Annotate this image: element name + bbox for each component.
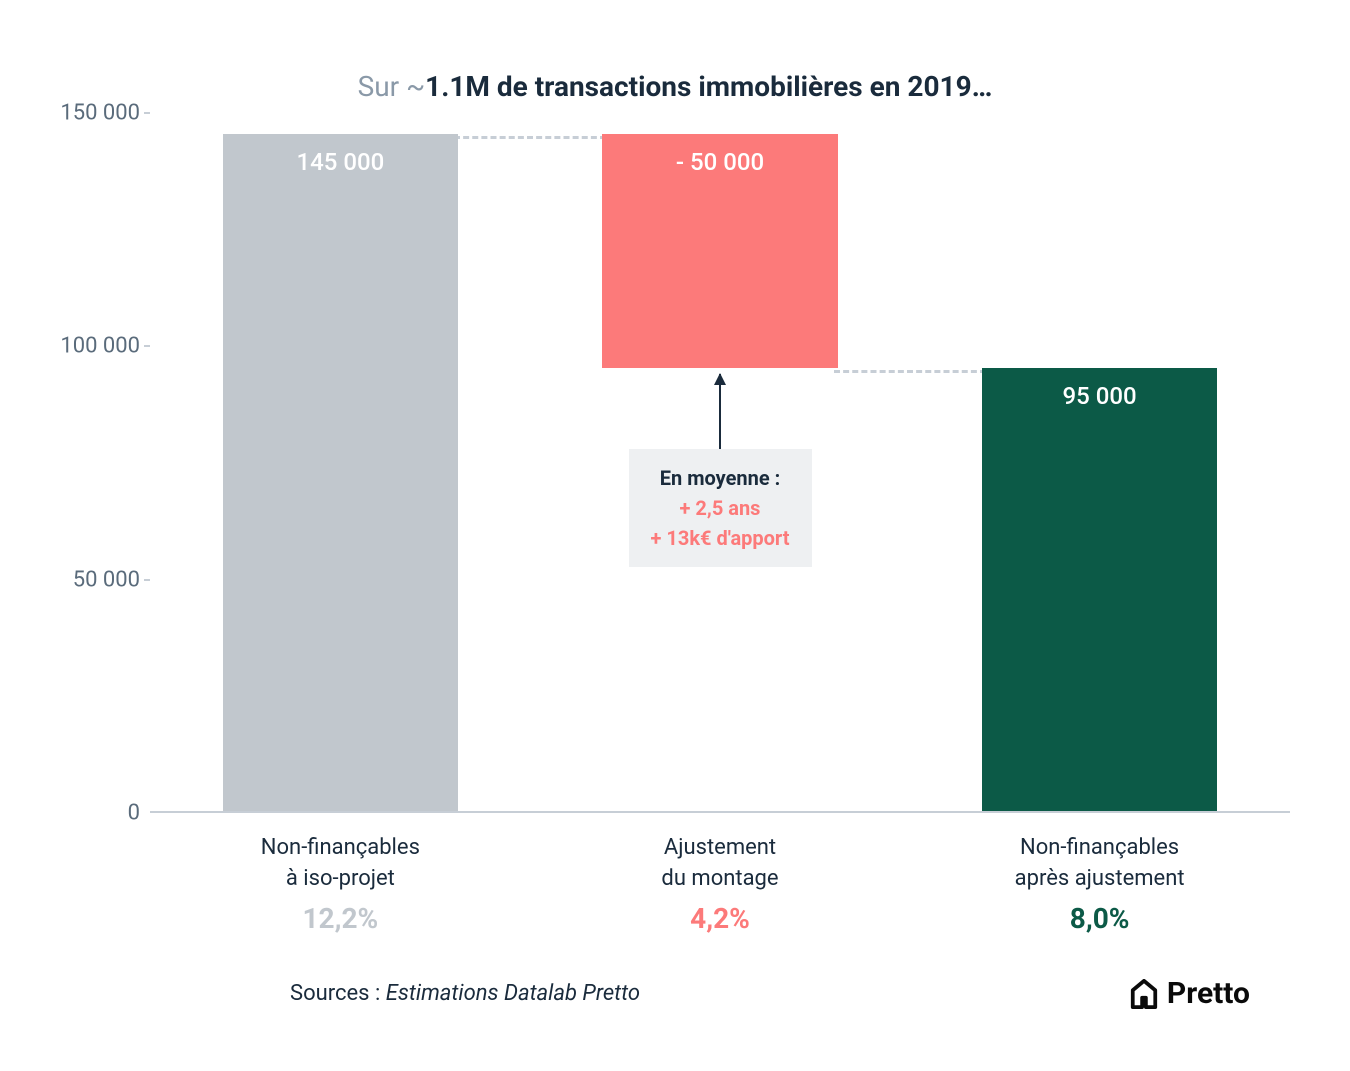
x-axis-labels: Non-finançablesà iso-projet12,2%Ajusteme… — [150, 833, 1290, 953]
y-tick-label: 100 000 — [50, 334, 140, 359]
x-label-ajustement-montage: Ajustementdu montage 4,2% — [530, 833, 910, 938]
annotation-arrow — [719, 374, 721, 449]
sources-label: Sources : — [290, 981, 386, 1006]
brand-logo: Pretto — [1129, 976, 1250, 1011]
bar-value-label: 145 000 — [223, 148, 459, 176]
y-tick-label: 0 — [50, 801, 140, 826]
x-label-pct: 8,0% — [910, 899, 1290, 938]
title-bold: 1.1M de transactions immobilières en 201… — [425, 70, 992, 103]
x-label-non-financables-iso: Non-finançablesà iso-projet 12,2% — [150, 833, 530, 938]
chart-title: Sur ~1.1M de transactions immobilières e… — [60, 70, 1290, 103]
x-label-pct: 12,2% — [150, 899, 530, 938]
x-label-line1: Non-finançables — [150, 833, 530, 864]
y-tickmark — [144, 579, 150, 581]
y-tickmark — [144, 345, 150, 347]
x-label-line2: à iso-projet — [150, 864, 530, 895]
y-tick-label: 50 000 — [50, 567, 140, 592]
x-label-non-financables-apres: Non-finançablesaprès ajustement 8,0% — [910, 833, 1290, 938]
bar-value-label: 95 000 — [982, 382, 1218, 410]
chart-container: Sur ~1.1M de transactions immobilières e… — [0, 0, 1350, 1071]
bar-non-financables-iso: 145 000 — [223, 134, 459, 811]
x-label-line1: Ajustement — [530, 833, 910, 864]
bar-non-financables-apres: 95 000 — [982, 368, 1218, 811]
x-label-pct: 4,2% — [530, 899, 910, 938]
bar-ajustement-montage: - 50 000 — [602, 134, 838, 367]
connector-line — [834, 370, 986, 373]
sources-text: Sources : Estimations Datalab Pretto — [290, 981, 640, 1006]
plot-area: 050 000100 000150 000 145 000- 50 00095 … — [150, 113, 1290, 813]
pretto-icon — [1129, 979, 1159, 1009]
x-label-line1: Non-finançables — [910, 833, 1290, 864]
sources-value: Estimations Datalab Pretto — [386, 981, 640, 1006]
y-tick-label: 150 000 — [50, 101, 140, 126]
annotation-line2: + 13k€ d'apport — [651, 523, 790, 553]
title-prefix: Sur ~ — [358, 70, 426, 103]
x-label-line2: du montage — [530, 864, 910, 895]
bar-value-label: - 50 000 — [602, 148, 838, 176]
y-axis: 050 000100 000150 000 — [50, 113, 150, 811]
brand-name: Pretto — [1167, 976, 1250, 1011]
annotation-line1: + 2,5 ans — [651, 493, 790, 523]
x-label-line2: après ajustement — [910, 864, 1290, 895]
y-tickmark — [144, 112, 150, 114]
annotation-title: En moyenne : — [651, 463, 790, 493]
chart-footer: Sources : Estimations Datalab Pretto Pre… — [150, 976, 1250, 1011]
annotation-box: En moyenne :+ 2,5 ans+ 13k€ d'apport — [629, 449, 812, 567]
connector-line — [454, 136, 606, 139]
